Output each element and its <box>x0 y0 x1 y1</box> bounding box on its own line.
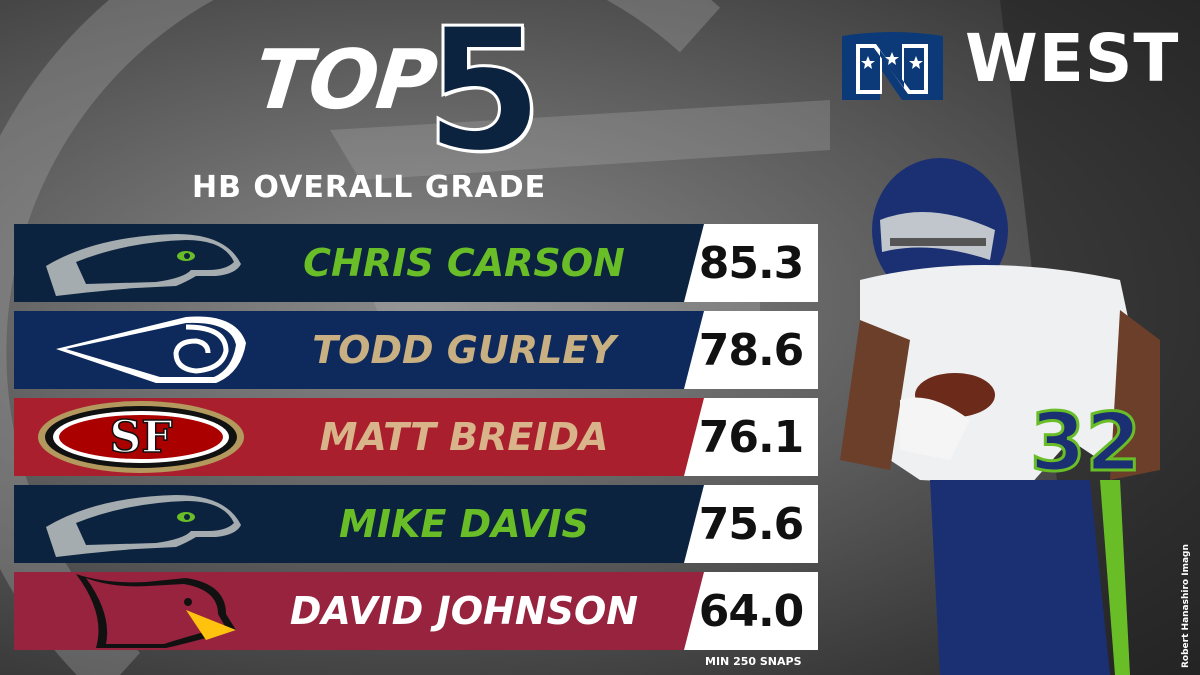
ranking-row: TODD GURLEY 78.6 <box>14 311 818 389</box>
49ers-logo: SF <box>38 401 244 473</box>
score-box <box>684 224 818 302</box>
svg-text:SF: SF <box>109 412 172 463</box>
player-name: DAVID JOHNSON <box>289 589 639 633</box>
ranking-row: CHRIS CARSON 85.3 <box>14 224 818 302</box>
cardinals-logo <box>76 574 236 648</box>
ranking-row: MIKE DAVIS 75.6 <box>14 485 818 563</box>
seahawks-logo <box>46 495 241 557</box>
division-label: WEST <box>965 20 1180 97</box>
player-score: 78.6 <box>698 324 805 376</box>
ranking-row: SF MATT BREIDA 76.1 <box>14 398 818 476</box>
player-name: CHRIS CARSON <box>303 241 625 285</box>
player-name: MIKE DAVIS <box>339 502 589 546</box>
player-score: 64.0 <box>698 585 805 637</box>
player-score: 76.1 <box>698 411 805 463</box>
score-box <box>684 572 818 650</box>
player-name: TODD GURLEY <box>312 328 616 372</box>
rams-logo <box>56 316 246 383</box>
svg-text:32: 32 <box>1030 396 1141 489</box>
ranking-row: DAVID JOHNSON 64.0 <box>14 572 818 650</box>
title-top-word: TOP <box>250 33 440 128</box>
player-name: MATT BREIDA <box>319 415 609 459</box>
score-box <box>684 485 818 563</box>
seahawks-logo <box>46 234 241 296</box>
player-photo: 32 <box>840 158 1160 675</box>
photo-credit: Robert Hanashiro Imagn <box>1181 544 1191 668</box>
player-score: 75.6 <box>698 498 805 550</box>
subtitle: HB OVERALL GRADE <box>192 170 547 205</box>
player-score: 85.3 <box>698 237 805 289</box>
title-number: 5 <box>423 0 544 190</box>
score-box <box>684 398 818 476</box>
score-box <box>684 311 818 389</box>
nfc-logo <box>842 32 943 100</box>
footnote: MIN 250 SNAPS <box>705 655 802 668</box>
